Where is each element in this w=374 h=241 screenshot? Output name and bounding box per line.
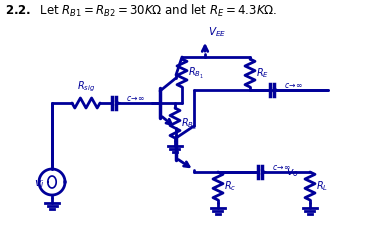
Text: $R_{sig}$: $R_{sig}$ xyxy=(77,80,95,94)
Text: $c\!\rightarrow\!\infty$: $c\!\rightarrow\!\infty$ xyxy=(284,81,303,90)
Text: $R_L$: $R_L$ xyxy=(316,179,328,193)
Text: $c\!\rightarrow\!\infty$: $c\!\rightarrow\!\infty$ xyxy=(126,94,145,103)
Text: $R_{B_2}$: $R_{B_2}$ xyxy=(181,116,197,132)
Text: $R_{B_1}$: $R_{B_1}$ xyxy=(188,66,204,80)
Text: $v_i$: $v_i$ xyxy=(34,178,45,190)
Text: $c\!\rightarrow\!\infty$: $c\!\rightarrow\!\infty$ xyxy=(272,163,291,172)
Text: $R_c$: $R_c$ xyxy=(224,179,236,193)
Text: $\mathbf{2.2.}$  Let $R_{B1} = R_{B2} = 30K\Omega$ and let $R_E = 4.3K\Omega$.: $\mathbf{2.2.}$ Let $R_{B1} = R_{B2} = 3… xyxy=(5,3,278,19)
Text: $V_{EE}$: $V_{EE}$ xyxy=(208,25,226,39)
Text: $v_o$: $v_o$ xyxy=(286,167,299,179)
Text: $R_E$: $R_E$ xyxy=(256,66,269,80)
